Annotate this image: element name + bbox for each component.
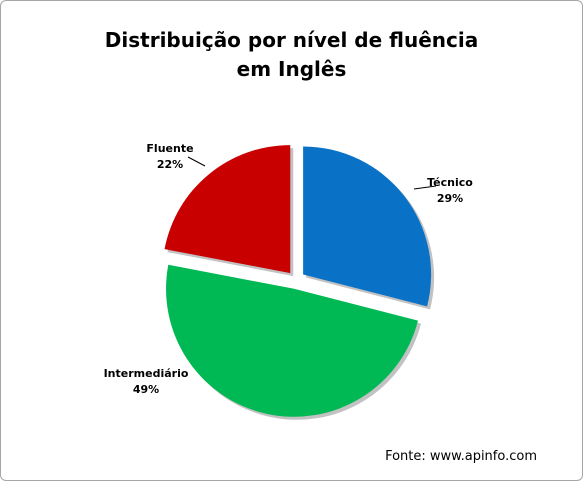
category-label: Fluente xyxy=(146,142,193,155)
source-note: Fonte: www.apinfo.com xyxy=(385,449,537,464)
leader-line xyxy=(187,156,206,167)
value-label: 29% xyxy=(437,192,463,205)
category-label: Intermediário xyxy=(104,367,189,380)
chart-title: Distribuição por nível de fluência em In… xyxy=(104,28,479,81)
slice xyxy=(303,146,432,307)
slice xyxy=(164,145,291,274)
leader-line xyxy=(413,185,437,190)
value-label: 49% xyxy=(133,383,159,396)
category-label: Técnico xyxy=(427,176,473,189)
value-label: 22% xyxy=(157,158,183,171)
slice xyxy=(166,264,419,417)
